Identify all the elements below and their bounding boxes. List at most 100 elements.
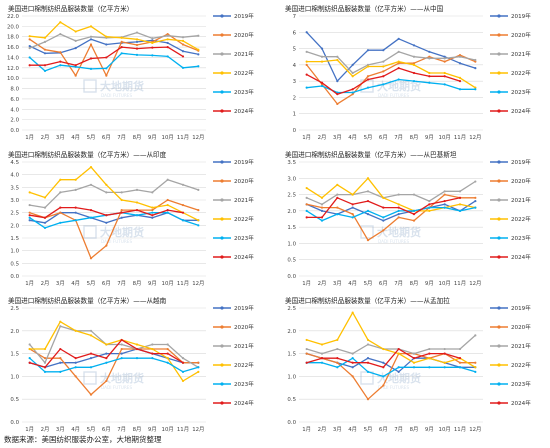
legend-label: 2020年: [511, 177, 531, 185]
legend-label: 2023年: [511, 88, 531, 96]
data-point: [120, 211, 123, 214]
y-tick-label: 0.0: [10, 128, 19, 134]
data-point: [166, 33, 169, 36]
source-note: 数据来源：美国纺织服装办公室，大地期货整理: [4, 435, 162, 444]
data-point: [43, 347, 47, 351]
data-point: [458, 80, 462, 83]
data-point: [120, 198, 123, 202]
data-point: [59, 33, 62, 36]
data-point: [320, 196, 324, 199]
data-point: [135, 201, 139, 204]
data-point: [305, 60, 308, 63]
series-line: [306, 59, 476, 89]
legend-label: 2022年: [511, 69, 531, 77]
data-point: [166, 361, 169, 364]
data-point: [28, 47, 31, 50]
legend-marker: [220, 71, 224, 75]
data-point: [443, 193, 446, 196]
data-point: [28, 211, 31, 214]
y-tick-label: 0.5: [10, 397, 19, 403]
data-point: [458, 76, 462, 79]
data-point: [59, 211, 62, 214]
data-point: [458, 190, 462, 193]
x-tick-label: 10月: [162, 280, 174, 287]
data-point: [382, 206, 385, 209]
data-point: [89, 366, 93, 369]
data-point: [181, 219, 185, 222]
data-point: [351, 193, 354, 196]
data-point: [366, 338, 370, 342]
y-tick-label: 20.0: [7, 24, 20, 30]
data-point: [412, 361, 416, 364]
y-tick-label: 0.5: [287, 397, 296, 403]
data-point: [351, 375, 354, 378]
data-point: [397, 62, 400, 65]
watermark-cn: 大地期货: [100, 225, 144, 239]
series-line: [306, 51, 476, 74]
data-point: [166, 209, 169, 212]
data-point: [412, 352, 416, 355]
legend-marker: [220, 198, 224, 202]
data-point: [181, 370, 185, 373]
data-point: [120, 40, 123, 44]
data-point: [474, 361, 477, 364]
x-tick-label: 6月: [102, 280, 111, 287]
watermark-en: DADI FUTURES: [378, 239, 409, 244]
data-point: [197, 34, 200, 37]
data-point: [59, 60, 62, 63]
y-tick-label: 6: [293, 30, 297, 36]
data-point: [382, 375, 385, 378]
data-point: [366, 190, 370, 193]
data-point: [412, 357, 416, 360]
data-point: [412, 193, 416, 196]
data-point: [105, 343, 108, 346]
data-point: [74, 74, 77, 77]
data-point: [458, 357, 462, 360]
legend-label: 2020年: [234, 177, 254, 185]
data-point: [105, 67, 108, 70]
data-point: [59, 206, 62, 209]
data-point: [89, 38, 93, 41]
data-point: [28, 44, 31, 48]
y-tick-label: 0.0: [287, 420, 296, 426]
data-point: [474, 196, 477, 199]
data-point: [458, 347, 462, 351]
data-point: [105, 244, 108, 247]
data-point: [458, 88, 462, 91]
data-point: [135, 31, 139, 34]
data-point: [397, 347, 400, 351]
legend-label: 2022年: [511, 361, 531, 369]
data-point: [320, 357, 324, 360]
data-point: [151, 46, 154, 49]
y-tick-label: 3.5: [10, 185, 19, 191]
data-point: [351, 203, 354, 206]
data-point: [135, 347, 139, 351]
legend-label: 2021年: [511, 196, 531, 204]
x-tick-label: 1月: [302, 426, 311, 433]
data-point: [336, 338, 339, 342]
data-point: [428, 81, 431, 84]
y-tick-label: 10.0: [7, 76, 20, 82]
chart-title: 美国进口棉制纺织品服装数量（亿平方米）——从巴基斯坦: [285, 150, 457, 159]
legend-label: 2023年: [511, 234, 531, 242]
data-point: [305, 196, 308, 199]
x-tick-label: 2月: [318, 280, 327, 287]
data-point: [428, 199, 431, 203]
data-point: [28, 191, 31, 194]
legend-label: 2019年: [234, 158, 254, 166]
y-tick-label: 1.5: [287, 352, 296, 358]
data-point: [166, 55, 169, 58]
data-point: [397, 352, 400, 355]
data-point: [28, 214, 31, 217]
data-point: [443, 366, 446, 369]
data-point: [74, 30, 77, 33]
data-point: [474, 206, 477, 209]
data-point: [366, 239, 370, 242]
data-point: [412, 71, 416, 75]
data-point: [305, 50, 308, 53]
x-tick-label: 3月: [56, 426, 65, 433]
data-point: [166, 178, 169, 181]
data-point: [428, 57, 431, 60]
data-point: [305, 86, 308, 89]
